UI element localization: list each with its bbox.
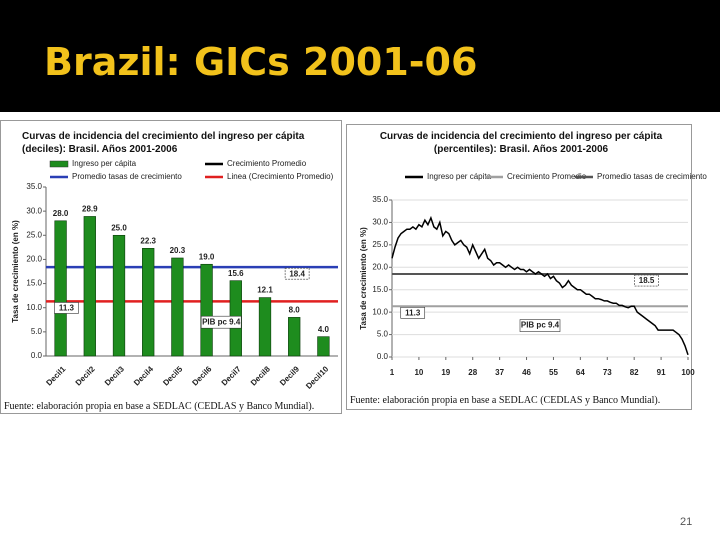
reference-label: 11.3 (59, 304, 75, 313)
x-tick-label: 82 (630, 368, 639, 377)
annotation-box (519, 319, 561, 332)
value-label: 22.3 (140, 236, 156, 245)
x-tick-label: 46 (522, 368, 531, 377)
legend-label: Crecimiento Promedio (227, 159, 307, 168)
x-tick-label: 1 (390, 368, 395, 377)
x-tick-label: Decil6 (190, 364, 213, 387)
bar (112, 234, 126, 357)
x-tick-label: Decil9 (278, 364, 301, 387)
bar (200, 263, 213, 357)
y-tick-label: 5.0 (31, 327, 43, 336)
y-tick-label: 30.0 (372, 218, 388, 227)
value-label: 8.0 (289, 305, 301, 314)
x-tick-label: 100 (681, 368, 695, 377)
legend-label: Ingreso per cápita (72, 159, 137, 168)
x-tick-label: Decil5 (161, 364, 184, 387)
x-tick-label: 64 (576, 368, 585, 377)
value-label: 28.0 (53, 209, 69, 218)
legend-label: Crecimiento Promedio (507, 172, 587, 181)
y-tick-label: 20.0 (26, 255, 42, 264)
title-band (0, 0, 720, 112)
x-tick-label: Decil2 (74, 364, 97, 387)
reference-label: 18.4 (289, 269, 305, 278)
bar (171, 257, 184, 357)
x-tick-label: Decil3 (103, 364, 126, 387)
x-tick-label: Decil4 (132, 364, 155, 387)
x-tick-label: 73 (603, 368, 612, 377)
label-box (634, 274, 659, 287)
line (391, 215, 689, 356)
label-box (54, 302, 79, 314)
y-tick-label: 0.0 (31, 351, 43, 360)
legend-label: Promedio tasas de crecimiento (72, 172, 182, 181)
bar (288, 317, 301, 357)
bar (142, 248, 155, 357)
chart-frame (346, 124, 692, 410)
bar (258, 297, 272, 357)
chart-title: Curvas de incidencia del crecimiento del… (379, 131, 663, 155)
y-tick-label: 10.0 (26, 303, 42, 312)
chart-title: Curvas de incidencia del crecimiento del… (22, 131, 305, 155)
x-tick-label: Decil7 (220, 364, 243, 387)
x-tick-label: 91 (657, 368, 666, 377)
value-label: 15.6 (228, 269, 244, 278)
x-tick-label: Decil10 (304, 364, 331, 391)
slide-title: Brazil: GICs 2001-06 (44, 40, 478, 84)
bar (83, 216, 96, 357)
reference-label: 18.5 (639, 276, 655, 285)
x-tick-label: 10 (414, 368, 423, 377)
x-tick-label: 19 (441, 368, 450, 377)
legend-label: Ingreso per cápita (427, 172, 492, 181)
x-tick-label: Decil1 (44, 364, 67, 387)
bar (54, 220, 67, 357)
value-label: 12.1 (257, 286, 273, 295)
value-label: 20.3 (170, 246, 186, 255)
y-tick-label: 35.0 (372, 195, 388, 204)
y-tick-label: 15.0 (26, 279, 42, 288)
source: Fuente: elaboración propia en base a SED… (4, 401, 315, 412)
y-tick-label: 0.0 (377, 352, 389, 361)
annotation: PIB pc 9.4 (202, 317, 241, 326)
label-box (284, 267, 310, 280)
y-tick-label: 25.0 (26, 230, 42, 239)
label-box (400, 307, 426, 319)
value-label: 25.0 (111, 223, 127, 232)
value-label: 19.0 (199, 252, 215, 261)
page-number: 21 (680, 516, 693, 528)
x-tick-label: Decil8 (249, 364, 272, 387)
annotation-box (200, 315, 242, 329)
value-label: 4.0 (318, 325, 330, 334)
y-axis-label: Tasa de crecimiento (en %) (359, 227, 368, 330)
y-tick-label: 10.0 (372, 307, 388, 316)
x-tick-label: 55 (549, 368, 558, 377)
legend-label: Promedio tasas de crecimiento (597, 172, 707, 181)
legend-swatch (49, 160, 69, 168)
chart-frame (0, 120, 342, 414)
y-axis-label: Tasa de crecimiento (en %) (11, 220, 20, 323)
value-label: 28.9 (82, 205, 98, 214)
y-tick-label: 25.0 (372, 240, 388, 249)
y-tick-label: 35.0 (26, 182, 42, 191)
y-tick-label: 5.0 (377, 330, 389, 339)
annotation: PIB pc 9.4 (521, 321, 560, 330)
x-tick-label: 37 (495, 368, 504, 377)
source: Fuente: elaboración propia en base a SED… (350, 395, 661, 406)
bar (317, 336, 330, 357)
legend-label: Linea (Crecimiento Promedio) (227, 172, 334, 181)
y-tick-label: 15.0 (372, 285, 388, 294)
y-tick-label: 30.0 (26, 206, 42, 215)
x-tick-label: 28 (468, 368, 477, 377)
reference-label: 11.3 (405, 308, 421, 317)
y-tick-label: 20.0 (372, 262, 388, 271)
